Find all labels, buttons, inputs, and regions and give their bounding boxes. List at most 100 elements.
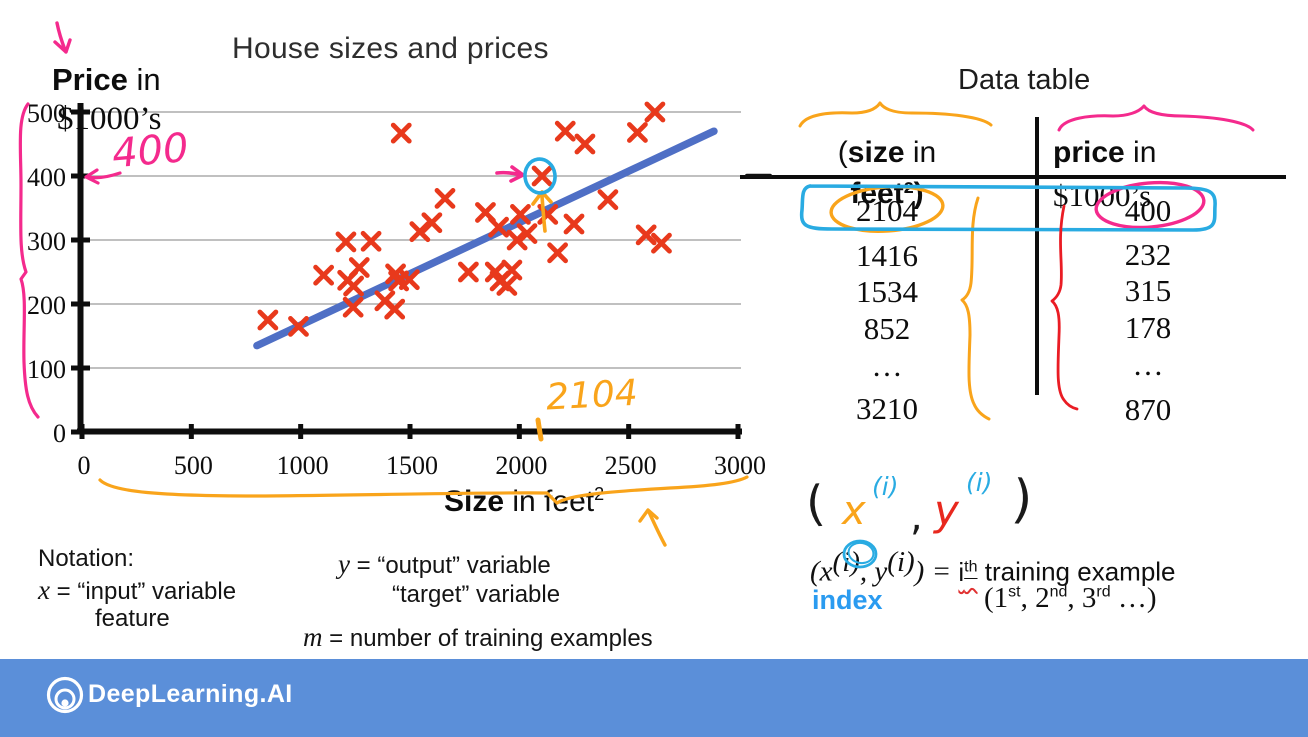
data-point-x-marker [554, 120, 576, 142]
handwritten-x: x [842, 488, 866, 534]
table-header-size: (size in [837, 136, 937, 169]
handwritten-comma: , [910, 494, 923, 540]
handwritten-2104: 2104 [545, 373, 639, 419]
table-cell-size: 1534 [856, 274, 918, 309]
notation-y-sub: “target” variable [392, 581, 561, 608]
data-point-x-marker [337, 269, 359, 291]
blue-circle-highlighted-point [523, 157, 557, 195]
data-table-title: Data table [958, 64, 1091, 96]
orange-brace-over-size-header [798, 101, 993, 128]
ordinals-list: (1st, 2nd, 3rd …) [984, 582, 1157, 614]
pink-brace-over-price-header [1057, 104, 1255, 132]
x-tick-label: 1000 [277, 451, 329, 480]
data-point-x-marker [574, 133, 596, 155]
data-point-x-marker [374, 290, 396, 312]
data-point-x-marker [516, 223, 538, 244]
data-point-x-marker [348, 257, 370, 278]
y-tick-label: 300 [27, 227, 66, 256]
table-cell-size: 2104 [856, 193, 918, 228]
data-point-x-marker [644, 101, 666, 123]
notation-y-line: y = “output” variable [338, 549, 551, 579]
orange-brace-under-x-axis [98, 475, 749, 505]
orange-up-arrow-to-circled-point [531, 190, 553, 233]
data-point-x-marker [496, 275, 518, 296]
training-example-definition: (x(i), y(i)) = ith training example [810, 546, 1176, 588]
pink-arrow-to-400-tick [84, 168, 122, 185]
data-point-x-marker [563, 213, 585, 235]
data-point-x-marker [475, 202, 496, 223]
x-tick-label: 1500 [386, 451, 438, 480]
handwritten-y: y [934, 486, 959, 535]
table-column-divider [1035, 117, 1039, 395]
table-cell-size: 1416 [856, 238, 918, 273]
data-point-x-marker [342, 296, 364, 318]
page-title: House sizes and prices [232, 32, 549, 65]
x-tick-label: 2500 [605, 451, 657, 480]
data-point-x-marker [434, 188, 456, 209]
data-point-x-marker [385, 263, 406, 285]
data-point-x-marker [313, 264, 335, 286]
y-tick-label: 200 [27, 291, 66, 320]
orange-up-arrow-to-x-label [638, 508, 667, 547]
table-cell-size-ellipsis: … [871, 348, 903, 383]
brand-name: DeepLearning.AI [88, 680, 293, 708]
table-cell-price: 232 [1124, 237, 1172, 272]
notation-x-sub: feature [95, 605, 170, 632]
handwritten-open-paren: ( [804, 475, 827, 533]
table-header-rule [740, 175, 1286, 179]
trend-line [253, 127, 718, 350]
ith-label: ith [958, 556, 978, 587]
data-point-x-marker [288, 316, 309, 337]
index-label: index [812, 585, 883, 615]
data-point-x-marker [510, 204, 531, 225]
y-axis-title-units: $1000’s [57, 101, 162, 137]
data-point-x-marker [388, 270, 410, 292]
y-axis-title: Price in [52, 62, 161, 97]
x-tick-label: 3000 [714, 451, 766, 480]
data-point-x-marker [257, 309, 279, 331]
data-point-x-marker [398, 269, 420, 291]
table-cell-price: 178 [1124, 310, 1172, 345]
table-header-price: price in [1053, 136, 1157, 169]
data-point-x-marker [489, 270, 511, 292]
y-tick-label: 400 [27, 163, 66, 192]
data-point-x-marker [335, 231, 357, 253]
data-point-x-marker [421, 212, 443, 234]
y-tick-label: 0 [53, 419, 66, 448]
orange-tick-at-2104 [535, 417, 544, 442]
notation-m-line: m = number of training examples [303, 622, 653, 652]
data-point-x-marker [635, 224, 657, 246]
data-point-x-marker [343, 275, 364, 297]
table-cell-price: 870 [1124, 392, 1172, 427]
pink-left-axis-brace [18, 102, 40, 419]
data-point-x-marker [537, 204, 559, 225]
table-cell-price-ellipsis: … [1132, 347, 1164, 382]
data-point-x-marker [531, 165, 553, 187]
table-cell-price: 315 [1124, 273, 1172, 308]
data-point-x-marker [384, 298, 406, 320]
x-tick-label: 2000 [495, 451, 547, 480]
data-point-x-marker [547, 242, 568, 264]
handwritten-y-superscript-i: (i) [966, 468, 993, 497]
pink-down-arrow [53, 21, 72, 54]
footer-bar: DeepLearning.AI [0, 659, 1308, 737]
handwritten-close-paren: ) [1009, 469, 1035, 531]
data-point-x-marker [409, 221, 431, 243]
handwritten-training-pair: ( x (i) , y (i) ) [804, 464, 1046, 544]
data-point-x-marker [390, 122, 412, 144]
data-point-x-marker [488, 216, 509, 238]
table-cell-price: 400 [1124, 193, 1172, 228]
data-point-x-marker [597, 189, 619, 211]
data-point-x-marker [651, 232, 672, 254]
x-tick-label: 0 [78, 451, 91, 480]
handwritten-x-superscript-i: (i) [872, 472, 899, 501]
data-point-x-marker [501, 259, 523, 281]
data-point-x-marker [506, 229, 528, 251]
x-tick-label: 500 [174, 451, 213, 480]
y-tick-label: 100 [27, 355, 66, 384]
notation-x-line: x = “input” variable [38, 575, 237, 605]
x-axis-title: Size in feet2 [444, 484, 605, 518]
data-point-x-marker [457, 261, 479, 283]
deeplearning-ai-logo-icon [46, 676, 84, 714]
